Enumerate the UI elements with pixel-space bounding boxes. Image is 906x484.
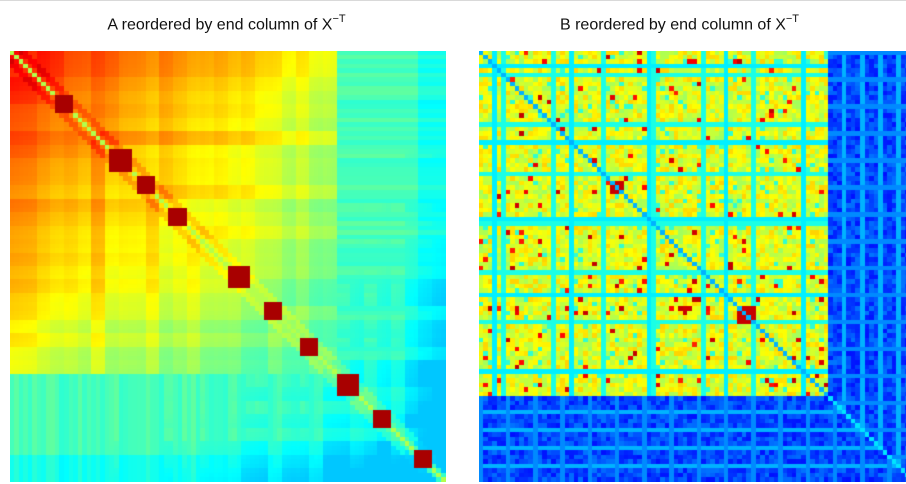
heatmap-b (479, 51, 906, 482)
panel-a-title-text: A reordered by end column of X (107, 16, 333, 34)
panel-a: A reordered by end column of X−T (0, 13, 453, 482)
panel-b-title-text: B reordered by end column of X (559, 16, 786, 34)
heatmap-a (10, 51, 446, 482)
heatmap-a-canvas (10, 51, 446, 482)
panel-b: B reordered by end column of X−T (453, 0, 906, 484)
panel-b-title-superscript: −T (785, 13, 800, 25)
heatmap-b-canvas (479, 51, 906, 482)
panel-a-title: A reordered by end column of X−T (0, 13, 453, 34)
panel-b-title: B reordered by end column of X−T (453, 13, 906, 34)
panel-a-title-superscript: −T (332, 13, 346, 25)
top-border (0, 0, 906, 1)
